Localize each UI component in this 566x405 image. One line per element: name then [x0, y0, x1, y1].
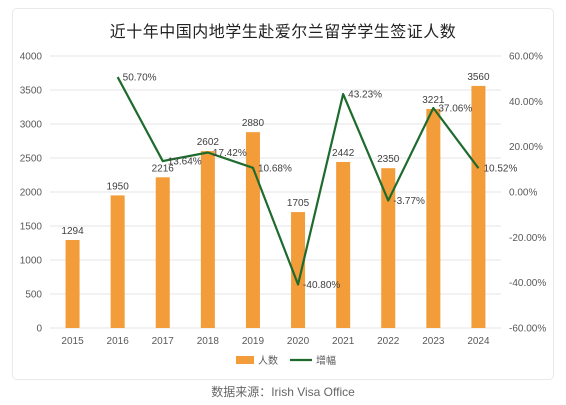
y-left-tick-label: 0 — [36, 324, 42, 335]
chart-title: 近十年中国内地学生赴爱尔兰留学学生签证人数 — [109, 22, 457, 41]
x-tick-label: 2022 — [377, 336, 400, 347]
y-left-tick-label: 3500 — [20, 86, 43, 97]
y-right-tick-label: 60.00% — [509, 52, 543, 63]
y-right-tick-label: -40.00% — [509, 278, 546, 289]
bar — [245, 132, 260, 328]
bar-value-label: 1705 — [287, 198, 310, 209]
y-left-tick-label: 1000 — [20, 256, 43, 267]
y-left-tick-label: 1500 — [20, 222, 43, 233]
bar-value-label: 1294 — [61, 226, 84, 237]
bar — [110, 195, 125, 328]
y-left-tick-label: 3000 — [20, 120, 43, 131]
bar — [200, 151, 215, 328]
bar — [336, 161, 351, 328]
bar-value-label: 2216 — [152, 163, 175, 174]
data-source: 数据来源：Irish Visa Office — [211, 385, 355, 399]
bar-value-label: 2602 — [197, 137, 220, 148]
y-right-tick-label: 20.00% — [509, 142, 543, 153]
x-tick-label: 2016 — [107, 336, 130, 347]
bar-value-label: 1950 — [107, 181, 130, 192]
legend-line-label: 增幅 — [316, 354, 336, 367]
x-tick-label: 2023 — [422, 336, 445, 347]
x-tick-label: 2018 — [197, 336, 220, 347]
growth-value-label: -40.80% — [303, 280, 340, 291]
y-right-tick-label: -60.00% — [509, 324, 546, 335]
chart-card — [12, 8, 554, 380]
growth-value-label: 43.23% — [348, 90, 382, 101]
growth-value-label: 10.68% — [258, 163, 292, 174]
x-tick-label: 2024 — [467, 336, 490, 347]
bar-value-label: 3560 — [467, 72, 490, 83]
legend-bar-swatch — [236, 356, 254, 364]
y-left-tick-label: 4000 — [20, 52, 43, 63]
x-tick-label: 2021 — [332, 336, 355, 347]
growth-value-label: -3.77% — [393, 196, 425, 207]
bar — [155, 177, 170, 328]
bar-value-label: 3221 — [422, 95, 445, 106]
bar-value-label: 2442 — [332, 148, 355, 159]
x-tick-label: 2020 — [287, 336, 310, 347]
bar — [471, 85, 486, 328]
x-tick-label: 2015 — [61, 336, 84, 347]
y-left-tick-label: 500 — [25, 290, 42, 301]
bar — [426, 108, 441, 328]
bar-value-label: 2880 — [242, 118, 265, 129]
growth-value-label: 10.52% — [483, 164, 517, 175]
y-left-tick-label: 2500 — [20, 154, 43, 165]
growth-value-label: 13.64% — [168, 157, 202, 168]
y-right-tick-label: 0.00% — [509, 188, 537, 199]
bar — [65, 240, 80, 328]
growth-value-label: 37.06% — [438, 103, 472, 114]
bar-value-label: 2350 — [377, 154, 400, 165]
growth-line — [116, 76, 480, 286]
bar — [291, 212, 306, 328]
y-right-tick-label: -20.00% — [509, 233, 546, 244]
x-tick-label: 2019 — [242, 336, 265, 347]
growth-value-label: 17.42% — [213, 148, 247, 159]
growth-value-label: 50.70% — [123, 73, 157, 84]
y-right-tick-label: 40.00% — [509, 97, 543, 108]
x-tick-label: 2017 — [152, 336, 175, 347]
y-left-tick-label: 2000 — [20, 188, 43, 199]
legend-bar-label: 人数 — [258, 354, 278, 367]
bar — [381, 168, 396, 328]
